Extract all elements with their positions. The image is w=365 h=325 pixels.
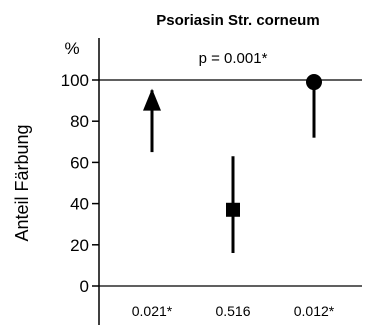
y-tick-label: 80 bbox=[70, 112, 89, 131]
circle-marker bbox=[306, 74, 322, 91]
y-tick-label: 100 bbox=[61, 71, 89, 90]
y-axis-label: Anteil Färbung bbox=[12, 124, 32, 241]
y-tick-label: 60 bbox=[70, 153, 89, 172]
chart-title: Psoriasin Str. corneum bbox=[156, 12, 319, 29]
data-points bbox=[143, 74, 322, 254]
p-value-label: 0.012* bbox=[294, 303, 335, 319]
square-marker bbox=[226, 202, 240, 217]
p-value-label: 0.021* bbox=[132, 303, 173, 319]
y-tick-label: 20 bbox=[70, 236, 89, 255]
p-value-annotation: p = 0.001* bbox=[199, 50, 268, 67]
triangle-marker bbox=[143, 88, 161, 111]
p-value-labels: 0.021* 0.516 0.012* bbox=[132, 303, 335, 319]
y-tick-label: 0 bbox=[80, 277, 89, 296]
y-tick-label: 40 bbox=[70, 195, 89, 214]
y-axis-ticks: 0 20 40 60 80 100 bbox=[61, 71, 99, 296]
y-unit-label: % bbox=[64, 39, 79, 58]
p-value-label: 0.516 bbox=[215, 303, 250, 319]
